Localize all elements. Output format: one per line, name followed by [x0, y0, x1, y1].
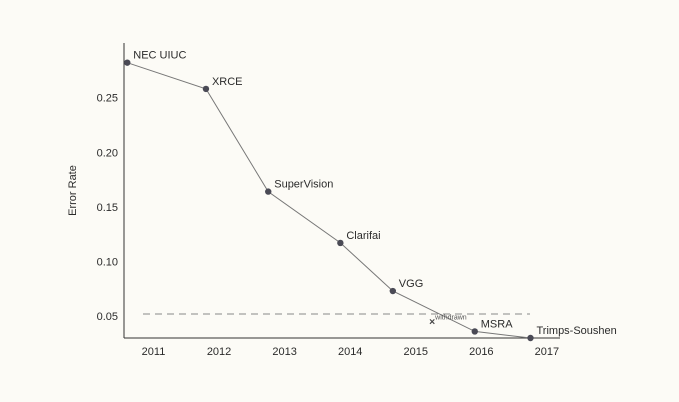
data-label: Trimps-Soushen — [536, 325, 616, 337]
data-point — [471, 328, 478, 335]
series-group: NEC UIUC XRCE SuperVision Clarifai VGG MSRA Tr… — [124, 50, 617, 342]
data-point — [389, 287, 397, 295]
annotations-group: withdrawn — [429, 315, 467, 325]
series-line — [127, 62, 531, 339]
y-tick-label: 0.05 — [97, 311, 118, 323]
withdrawn-marker — [429, 319, 435, 325]
data-label: SuperVision — [274, 179, 333, 191]
annotation-label: withdrawn — [434, 315, 467, 322]
data-point — [265, 188, 272, 195]
data-point — [337, 239, 344, 247]
data-point — [202, 85, 210, 93]
ticks: 2011 2012 2013 2014 2015 2016 2017 0.05 0.10 0.15… — [97, 93, 560, 358]
y-tick-label: 0.20 — [97, 147, 118, 159]
x-tick-label: 2012 — [207, 346, 231, 358]
data-label: VGG — [399, 278, 423, 290]
x-tick-label: 2011 — [142, 346, 166, 358]
y-axis-title: Error Rate — [67, 165, 79, 216]
x-tick-label: 2014 — [338, 346, 362, 358]
y-tick-label: 0.10 — [97, 257, 118, 269]
data-label: MSRA — [481, 318, 513, 330]
x-tick-label: 2013 — [272, 346, 296, 358]
y-tick-label: 0.15 — [97, 202, 118, 214]
y-tick-label: 0.25 — [97, 93, 118, 105]
x-tick-label: 2017 — [535, 346, 559, 358]
x-tick-label: 2015 — [404, 346, 428, 358]
data-label: XRCE — [212, 76, 243, 88]
data-label: Clarifai — [346, 230, 380, 242]
data-label: NEC UIUC — [133, 50, 186, 62]
axes — [123, 43, 560, 339]
data-point — [124, 59, 131, 66]
x-tick-label: 2016 — [469, 346, 493, 358]
data-point — [527, 334, 534, 342]
